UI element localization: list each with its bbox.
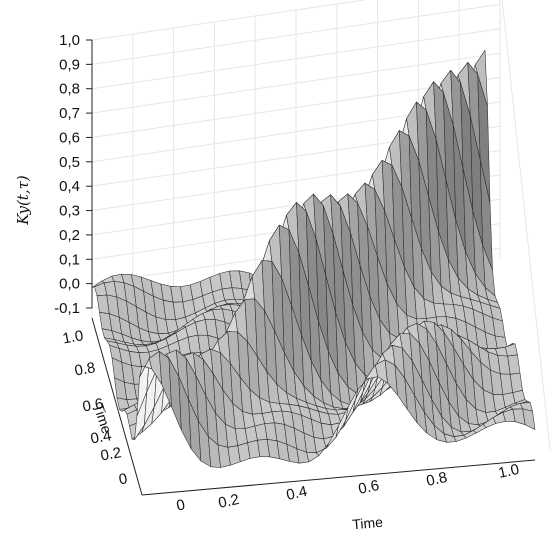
surface-patch (522, 408, 536, 430)
z-tick-label: 0,8 (59, 81, 80, 98)
x-tick-label: 0.2 (217, 491, 241, 512)
z-tick-label: 0,3 (59, 203, 80, 220)
y-tick-label: 0.2 (99, 444, 122, 464)
x-tick-label: 0 (175, 496, 187, 514)
z-tick-label: 0,6 (59, 129, 80, 146)
z-tick-label: 0,1 (59, 251, 80, 268)
x-tick-label: 0.8 (425, 469, 449, 490)
y-tick-label: 0.4 (89, 427, 112, 447)
y-tick-label: 1.0 (61, 327, 84, 347)
y-axis-line (91, 317, 143, 496)
surface-patch (507, 354, 521, 375)
x-tick-label: 0.4 (285, 483, 309, 504)
surface-mesh (91, 50, 536, 468)
x-axis-line (141, 459, 536, 496)
z-axis-title: Ky(t,τ) (14, 175, 32, 226)
z-tick-label: 0,4 (59, 178, 80, 195)
y-tick-label: 0.6 (81, 395, 104, 415)
grid-line (501, 0, 551, 451)
z-tick-label: 0,9 (59, 56, 80, 73)
x-tick-label: 1.0 (497, 461, 521, 482)
x-axis-title: Time (352, 514, 384, 533)
z-axis-ticks: 1,0 0,9 0,8 0,7 0,6 0,5 0,4 0,3 0,2 0,1 0,0 -0,1 (54, 32, 92, 317)
z-tick-label: 1,0 (59, 32, 80, 49)
y-tick-label: 0 (118, 470, 129, 488)
z-tick-label: 0,0 (59, 276, 80, 293)
surface-patch (509, 372, 523, 393)
z-tick-label: 0,2 (59, 227, 80, 244)
z-tick-label: 0,5 (59, 154, 80, 171)
z-tick-label: 0,7 (59, 105, 80, 122)
x-axis-ticks: 0 0.2 0.4 0.6 0.8 1.0 (175, 461, 521, 515)
x-tick-label: 0.6 (357, 477, 381, 498)
y-tick-label: 0.8 (73, 359, 96, 379)
y-axis-ticks: 0 0.20.4 0.6 0.8 1.0 (61, 327, 128, 488)
z-tick-label: -0,1 (54, 300, 80, 317)
axes (91, 40, 536, 496)
